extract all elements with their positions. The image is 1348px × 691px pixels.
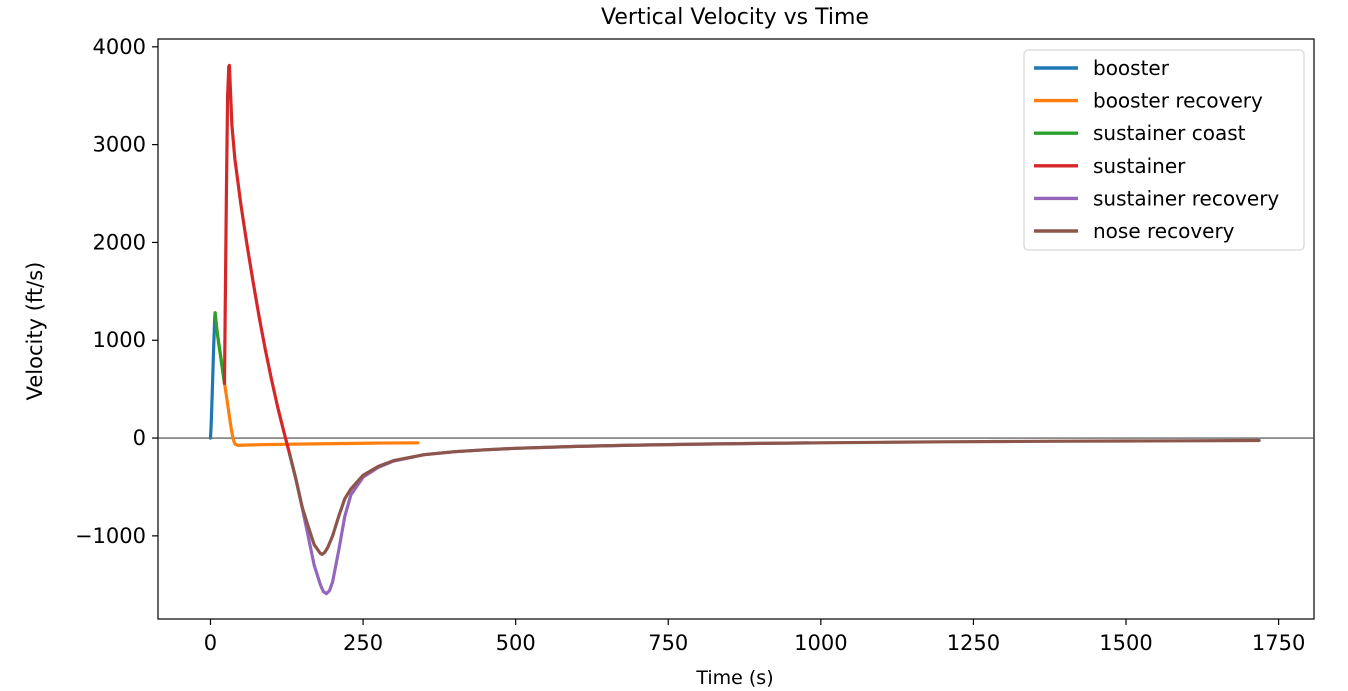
y-axis: −1000 0 1000 2000 3000 4000 [75, 35, 158, 548]
x-tick-label: 500 [496, 631, 536, 655]
x-tick-label: 0 [204, 631, 217, 655]
x-tick-label: 1750 [1252, 631, 1305, 655]
x-axis: 0 250 500 750 1000 1250 1500 1750 [204, 619, 1305, 655]
y-tick-label: 2000 [93, 230, 146, 254]
x-tick-label: 1000 [794, 631, 847, 655]
series-line-booster [208, 311, 217, 440]
y-tick-label: 3000 [93, 133, 146, 157]
y-tick-label: 1000 [93, 328, 146, 352]
x-tick-label: 1500 [1099, 631, 1152, 655]
series-line-booster-recovery [213, 311, 420, 447]
x-axis-label: Time (s) [695, 667, 773, 689]
series-line-nose-recovery [288, 438, 1261, 557]
series-group [208, 63, 1261, 596]
legend-label: sustainer recovery [1093, 186, 1279, 210]
plot-area [157, 38, 1315, 620]
legend-box [1023, 49, 1305, 251]
series-line-sustainer [222, 63, 292, 457]
y-tick-label: 4000 [93, 35, 146, 59]
plot-frame [157, 38, 1315, 620]
x-tick-label: 1250 [947, 631, 1000, 655]
x-tick-label: 750 [648, 631, 688, 655]
legend-label: booster [1093, 56, 1170, 80]
y-tick-label: 0 [133, 426, 146, 450]
series-line-sustainer-recovery [288, 441, 811, 596]
legend: booster booster recovery sustainer coast su… [1023, 49, 1305, 251]
legend-label: booster recovery [1093, 89, 1263, 113]
chart-title: Vertical Velocity vs Time [601, 5, 869, 30]
legend-label: sustainer coast [1093, 121, 1246, 145]
y-axis-label: Velocity (ft/s) [23, 262, 47, 401]
legend-label: nose recovery [1093, 219, 1235, 243]
y-tick-label: −1000 [75, 524, 146, 548]
legend-label: sustainer [1093, 154, 1186, 178]
x-tick-label: 250 [343, 631, 383, 655]
